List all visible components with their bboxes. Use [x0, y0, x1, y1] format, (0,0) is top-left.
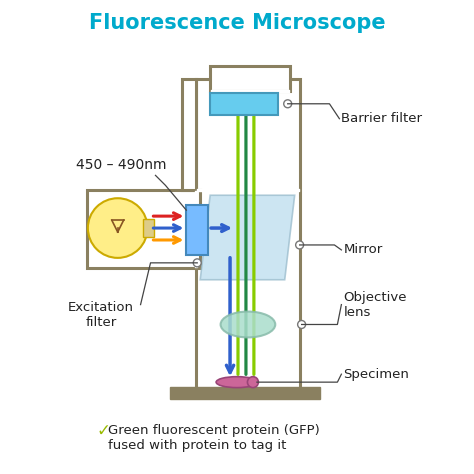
Text: Green fluorescent protein (GFP): Green fluorescent protein (GFP): [108, 424, 319, 438]
Circle shape: [298, 320, 306, 328]
Text: Fluorescence Microscope: Fluorescence Microscope: [89, 13, 385, 33]
Text: Mirror: Mirror: [343, 244, 383, 256]
Bar: [210, 93, 278, 115]
Bar: [210, 66, 290, 91]
Text: Barrier filter: Barrier filter: [341, 112, 422, 125]
Text: Objective
lens: Objective lens: [343, 291, 407, 319]
Bar: [87, 190, 200, 268]
Text: Specimen: Specimen: [343, 368, 409, 381]
Ellipse shape: [220, 311, 275, 337]
Bar: [170, 387, 319, 399]
Text: Excitation
filter: Excitation filter: [68, 301, 134, 328]
Bar: [186, 205, 208, 255]
Bar: [143, 219, 155, 237]
Circle shape: [296, 241, 304, 249]
Polygon shape: [200, 195, 295, 280]
Bar: [182, 79, 196, 190]
Circle shape: [284, 100, 292, 108]
Circle shape: [193, 259, 201, 267]
Text: ✓: ✓: [97, 422, 111, 440]
Circle shape: [88, 198, 147, 258]
Ellipse shape: [216, 377, 258, 388]
Circle shape: [247, 377, 258, 388]
Text: 450 – 490nm: 450 – 490nm: [76, 158, 166, 173]
Bar: [196, 79, 300, 397]
Text: fused with protein to tag it: fused with protein to tag it: [108, 439, 286, 452]
